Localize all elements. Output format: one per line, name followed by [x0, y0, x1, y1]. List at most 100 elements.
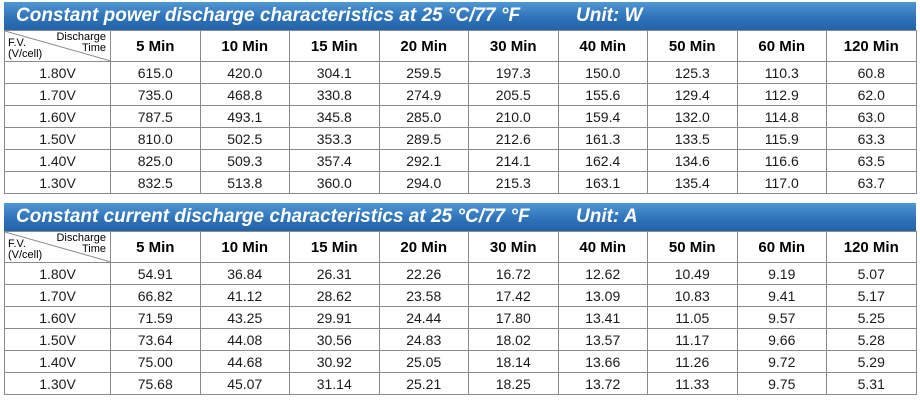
- value-cell: 26.31: [289, 262, 380, 285]
- value-cell: 25.21: [378, 372, 469, 395]
- column-header: 10 Min: [199, 30, 290, 62]
- final-voltage-cell: 1.30V: [4, 372, 111, 395]
- value-cell: 114.8: [736, 105, 827, 128]
- column-header: 20 Min: [378, 231, 469, 263]
- table-row: 1.70V 66.82 41.12 28.62 23.58 17.42 13.09 10.83…: [4, 284, 917, 307]
- column-header: 15 Min: [289, 231, 380, 263]
- value-cell: 117.0: [736, 171, 827, 194]
- value-cell: 13.09: [557, 284, 648, 307]
- value-cell: 502.5: [199, 127, 290, 150]
- column-header: 40 Min: [557, 231, 648, 263]
- value-cell: 159.4: [557, 105, 648, 128]
- value-cell: 210.0: [468, 105, 559, 128]
- value-cell: 133.5: [647, 127, 738, 150]
- value-cell: 75.68: [110, 372, 201, 395]
- value-cell: 345.8: [289, 105, 380, 128]
- value-cell: 44.08: [199, 328, 290, 351]
- value-cell: 75.00: [110, 350, 201, 373]
- value-cell: 513.8: [199, 171, 290, 194]
- value-cell: 29.91: [289, 306, 380, 329]
- value-cell: 17.42: [468, 284, 559, 307]
- value-cell: 18.02: [468, 328, 559, 351]
- current-banner: Constant current discharge characteristi…: [4, 203, 916, 231]
- value-cell: 162.4: [557, 149, 648, 172]
- value-cell: 825.0: [110, 149, 201, 172]
- value-cell: 125.3: [647, 61, 738, 84]
- value-cell: 294.0: [378, 171, 469, 194]
- value-cell: 18.25: [468, 372, 559, 395]
- value-cell: 9.75: [736, 372, 827, 395]
- table-row: 1.50V 810.0 502.5 353.3 289.5 212.6 161.3 133.5…: [4, 127, 917, 150]
- power-section: Constant power discharge characteristics…: [4, 2, 917, 194]
- value-cell: 9.72: [736, 350, 827, 373]
- value-cell: 5.07: [826, 262, 917, 285]
- final-voltage-cell: 1.80V: [4, 262, 111, 285]
- final-voltage-cell: 1.60V: [4, 105, 111, 128]
- value-cell: 17.80: [468, 306, 559, 329]
- table-row: 1.80V 54.91 36.84 26.31 22.26 16.72 12.62 10.49…: [4, 262, 917, 285]
- value-cell: 420.0: [199, 61, 290, 84]
- value-cell: 31.14: [289, 372, 380, 395]
- column-header: 40 Min: [557, 30, 648, 62]
- value-cell: 615.0: [110, 61, 201, 84]
- final-voltage-cell: 1.70V: [4, 284, 111, 307]
- current-unit: Unit: A: [576, 206, 638, 227]
- power-title: Constant power discharge characteristics…: [16, 5, 521, 26]
- column-header: 20 Min: [378, 30, 469, 62]
- value-cell: 9.41: [736, 284, 827, 307]
- value-cell: 129.4: [647, 83, 738, 106]
- value-cell: 5.17: [826, 284, 917, 307]
- value-cell: 197.3: [468, 61, 559, 84]
- value-cell: 132.0: [647, 105, 738, 128]
- value-cell: 214.1: [468, 149, 559, 172]
- corner-header: Discharge Time F.V. (V/cell): [4, 30, 111, 62]
- value-cell: 787.5: [110, 105, 201, 128]
- value-cell: 468.8: [199, 83, 290, 106]
- table-row: 1.80V 615.0 420.0 304.1 259.5 197.3 150.0 125.3…: [4, 61, 917, 84]
- value-cell: 205.5: [468, 83, 559, 106]
- final-voltage-cell: 1.30V: [4, 171, 111, 194]
- table-row: 1.70V 735.0 468.8 330.8 274.9 205.5 155.6 129.4…: [4, 83, 917, 106]
- value-cell: 22.26: [378, 262, 469, 285]
- value-cell: 71.59: [110, 306, 201, 329]
- column-header: 5 Min: [110, 231, 201, 263]
- value-cell: 112.9: [736, 83, 827, 106]
- current-table: Discharge Time F.V. (V/cell) 5 Min 10 Min 15 M…: [4, 231, 917, 395]
- value-cell: 5.29: [826, 350, 917, 373]
- final-voltage-cell: 1.50V: [4, 127, 111, 150]
- corner-header: Discharge Time F.V. (V/cell): [4, 231, 111, 263]
- value-cell: 285.0: [378, 105, 469, 128]
- final-voltage-cell: 1.80V: [4, 61, 111, 84]
- value-cell: 24.44: [378, 306, 469, 329]
- final-voltage-cell: 1.50V: [4, 328, 111, 351]
- column-header: 60 Min: [736, 30, 827, 62]
- value-cell: 13.57: [557, 328, 648, 351]
- column-header: 120 Min: [826, 30, 917, 62]
- corner-bottom-label: F.V. (V/cell): [8, 238, 43, 261]
- value-cell: 16.72: [468, 262, 559, 285]
- value-cell: 493.1: [199, 105, 290, 128]
- value-cell: 45.07: [199, 372, 290, 395]
- value-cell: 13.72: [557, 372, 648, 395]
- value-cell: 215.3: [468, 171, 559, 194]
- column-header: 30 Min: [468, 30, 559, 62]
- value-cell: 63.5: [826, 149, 917, 172]
- corner-top-label: Discharge Time: [56, 232, 106, 255]
- value-cell: 18.14: [468, 350, 559, 373]
- value-cell: 163.1: [557, 171, 648, 194]
- power-unit: Unit: W: [576, 5, 643, 26]
- value-cell: 63.3: [826, 127, 917, 150]
- column-header: 120 Min: [826, 231, 917, 263]
- value-cell: 62.0: [826, 83, 917, 106]
- value-cell: 12.62: [557, 262, 648, 285]
- current-section: Constant current discharge characteristi…: [4, 203, 917, 395]
- value-cell: 10.49: [647, 262, 738, 285]
- value-cell: 110.3: [736, 61, 827, 84]
- column-header: 30 Min: [468, 231, 559, 263]
- value-cell: 44.68: [199, 350, 290, 373]
- value-cell: 73.64: [110, 328, 201, 351]
- header-row: Discharge Time F.V. (V/cell) 5 Min 10 Min 15 M…: [4, 30, 917, 62]
- value-cell: 134.6: [647, 149, 738, 172]
- final-voltage-cell: 1.70V: [4, 83, 111, 106]
- table-row: 1.30V 75.68 45.07 31.14 25.21 18.25 13.72 11.33…: [4, 372, 917, 395]
